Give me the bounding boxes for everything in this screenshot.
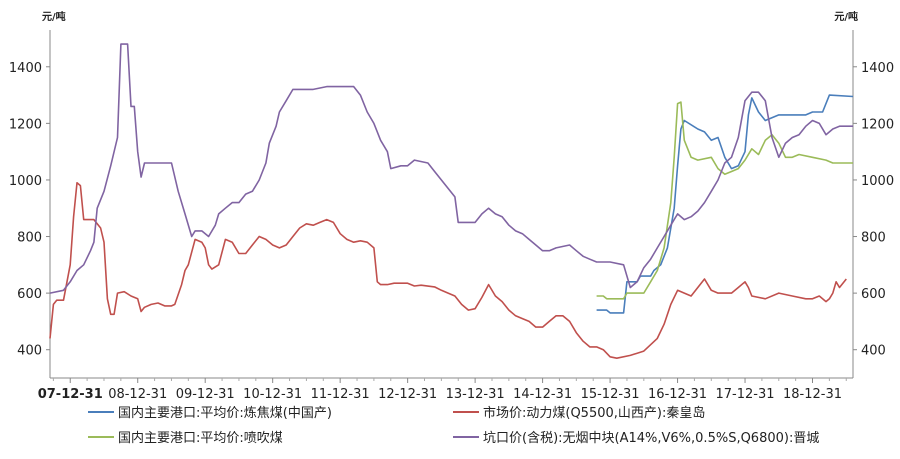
right-tick-label: 1400 — [861, 61, 894, 76]
x-tick-label: 11-12-31 — [311, 387, 370, 402]
right-tick-label: 1000 — [861, 174, 894, 189]
x-tick-label: 08-12-31 — [108, 387, 167, 402]
series-line — [49, 182, 847, 359]
x-tick-label: 14-12-31 — [513, 387, 572, 402]
x-tick-label: 18-12-31 — [783, 387, 842, 402]
x-tick-label: 10-12-31 — [243, 387, 302, 402]
legend-label: 市场价:动力煤(Q5500,山西产):秦皇岛 — [483, 405, 705, 421]
left-tick-label: 600 — [17, 287, 42, 302]
left-tick-label: 800 — [17, 231, 42, 246]
left-tick-label: 1000 — [9, 174, 42, 189]
left-unit-label: 元/吨 — [42, 10, 66, 23]
x-tick-label: 16-12-31 — [648, 387, 707, 402]
series-line — [596, 101, 853, 300]
left-tick-label: 1200 — [9, 117, 42, 132]
x-tick-label: 07-12-31 — [38, 387, 103, 402]
x-tick-label: 12-12-31 — [378, 387, 437, 402]
series-layer — [49, 43, 854, 359]
series-line — [596, 94, 854, 314]
legend-label: 国内主要港口:平均价:炼焦煤(中国产) — [118, 405, 332, 421]
legend-label: 国内主要港口:平均价:喷吹煤 — [118, 430, 283, 446]
x-tick-label: 09-12-31 — [176, 387, 235, 402]
right-tick-label: 600 — [861, 287, 886, 302]
right-tick-label: 800 — [861, 231, 886, 246]
left-tick-label: 400 — [17, 344, 42, 359]
right-unit-label: 元/吨 — [834, 10, 858, 23]
left-y-axis: 400 600 800 1000 1200 1400 — [9, 61, 50, 359]
series-line — [49, 43, 853, 294]
right-y-axis: 400 600 800 1000 1200 1400 — [853, 61, 894, 359]
x-tick-label: 17-12-31 — [716, 387, 775, 402]
legend: 国内主要港口:平均价:炼焦煤(中国产) 市场价:动力煤(Q5500,山西产):秦皇… — [88, 405, 819, 446]
right-tick-label: 400 — [861, 344, 886, 359]
x-tick-label: 13-12-31 — [446, 387, 505, 402]
x-tick-label: 15-12-31 — [581, 387, 640, 402]
plot-frame — [49, 30, 854, 379]
x-axis: 07-12-31 08-12-31 09-12-31 10-12-31 11-12-31… — [38, 378, 847, 402]
right-tick-label: 1200 — [861, 117, 894, 132]
legend-label: 坑口价(含税):无烟中块(A14%,V6%,0.5%S,Q6800):晋城 — [483, 430, 819, 446]
left-tick-label: 1400 — [9, 61, 42, 76]
